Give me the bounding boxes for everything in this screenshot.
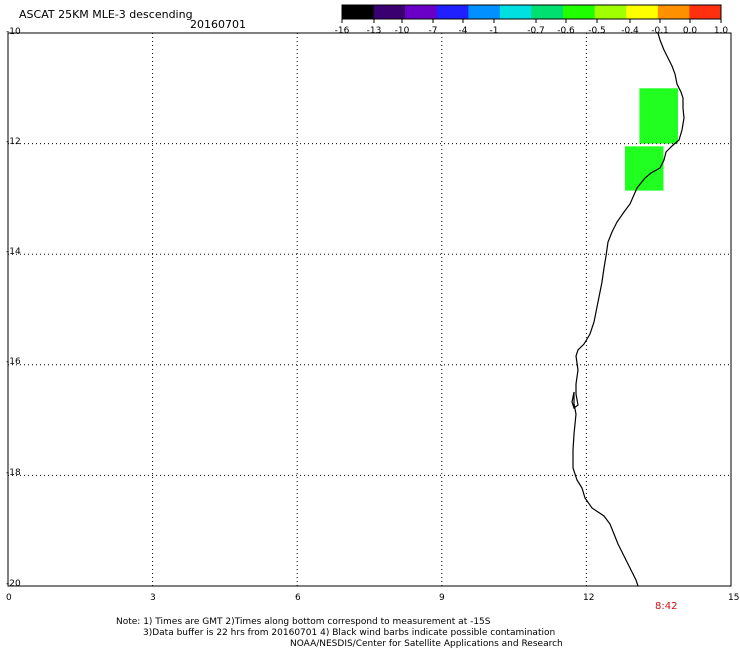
colorbar-label: -0.5 xyxy=(588,26,606,36)
coastline xyxy=(571,32,685,587)
colorbar-label: -10 xyxy=(394,26,410,36)
colorbar-segment xyxy=(499,5,532,19)
colorbar-segment xyxy=(436,5,469,19)
map-title: ASCAT 25KM MLE-3 descending xyxy=(19,8,193,21)
y-tick-label: -16 xyxy=(6,357,21,367)
colorbar-label: -0.1 xyxy=(651,26,669,36)
time-label: 8:42 xyxy=(655,601,678,612)
colorbar-segment xyxy=(373,5,406,19)
y-tick-label: -10 xyxy=(6,27,21,37)
colorbar-segment xyxy=(657,5,690,19)
x-tick-label: 9 xyxy=(439,593,445,603)
colorbar-label: 0.0 xyxy=(682,26,698,36)
colorbar-label: -4 xyxy=(458,26,468,36)
y-tick-label: -18 xyxy=(6,468,21,478)
colorbar-label: -0.4 xyxy=(621,26,639,36)
x-tick-label: 12 xyxy=(583,593,595,603)
plot-frame xyxy=(7,32,732,587)
data-cell xyxy=(624,146,664,191)
colorbar-segment xyxy=(689,5,722,19)
x-tick-label: 15 xyxy=(728,593,740,603)
colorbar-label: -7 xyxy=(428,26,438,36)
colorbar-segment xyxy=(563,5,596,19)
map-date: 20160701 xyxy=(190,18,246,31)
colorbar-segment xyxy=(405,5,438,19)
colorbar-label: -0.6 xyxy=(557,26,575,36)
x-tick-label: 6 xyxy=(295,593,301,603)
colorbar-segment xyxy=(342,5,375,19)
x-tick-label: 3 xyxy=(150,593,156,603)
colorbar-segment xyxy=(594,5,627,19)
colorbar-segment xyxy=(626,5,659,19)
data-cell xyxy=(639,88,678,144)
colorbar-label: 1.0 xyxy=(713,26,729,36)
colorbar-label: -16 xyxy=(334,26,350,36)
note-line-2: 3)Data buffer is 22 hrs from 20160701 4)… xyxy=(143,628,556,638)
y-tick-label: -14 xyxy=(6,247,21,257)
note-line-3: NOAA/NESDIS/Center for Satellite Applica… xyxy=(290,639,563,649)
colorbar-label: -1 xyxy=(489,26,499,36)
colorbar-label: -13 xyxy=(366,26,382,36)
y-tick-label: -20 xyxy=(6,579,21,589)
colorbar-segment xyxy=(531,5,564,19)
x-tick-label: 0 xyxy=(6,593,12,603)
colorbar-segment xyxy=(468,5,501,19)
colorbar-frame xyxy=(341,4,722,20)
colorbar-label: -0.7 xyxy=(527,26,545,36)
y-tick-label: -12 xyxy=(6,137,21,147)
note-line-1: Note: 1) Times are GMT 2)Times along bot… xyxy=(116,617,491,627)
